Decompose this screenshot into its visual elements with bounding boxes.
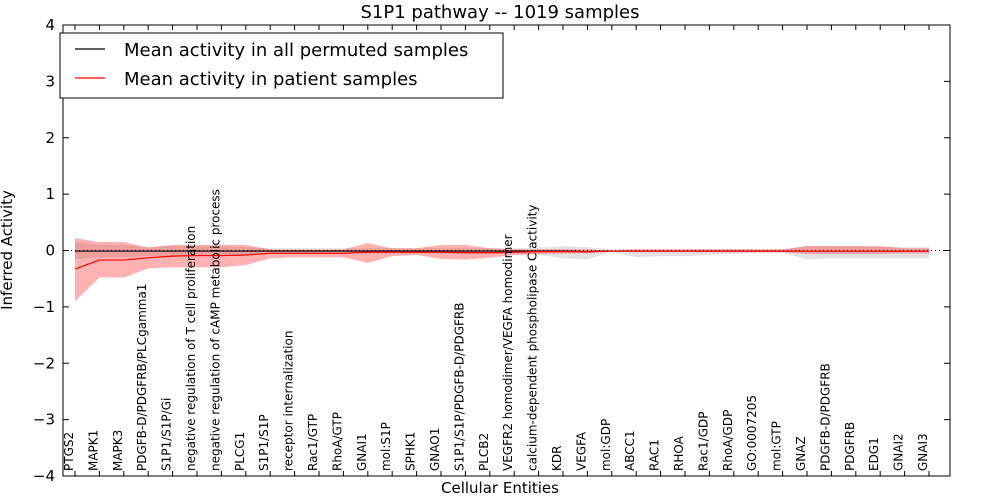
x-tick-label: GNAZ (794, 436, 808, 471)
x-tick-label: VEGFA (574, 431, 588, 471)
x-tick-label: S1P1/S1P/Gi (160, 398, 174, 471)
tick-layer: 4 3 2 1 0 −1 −2 −3 −4 PTGS2 MAPK1 MAPK3 PDGFB-D/PDGF… (33, 16, 950, 485)
x-tick-label: RHOA (672, 435, 686, 471)
x-tick-label: PDGFB-D/PDGFRB/PLCgamma1 (135, 284, 149, 471)
x-tick-label: receptor internalization (282, 331, 296, 471)
x-tick-label: GO:0007205 (745, 395, 759, 471)
legend-label-permuted: Mean activity in all permuted samples (124, 40, 468, 61)
y-axis-label: Inferred Activity (0, 190, 16, 310)
y-tick-label: −1 (33, 298, 55, 316)
x-tick-label: GNAI2 (892, 433, 906, 471)
x-tick-label: EDG1 (867, 437, 881, 471)
x-tick-label: VEGFR2 homodimer/VEGFA homodimer (501, 234, 515, 471)
legend-box (59, 32, 504, 99)
x-tick-label: mol:GDP (599, 419, 613, 471)
y-tick-label: −4 (33, 467, 55, 485)
x-tick-label: calcium-dependent phospholipase C activi… (526, 205, 540, 471)
y-tick-label: 2 (45, 129, 55, 147)
chart-title: S1P1 pathway -- 1019 samples (360, 2, 639, 23)
y-tick-label: 4 (45, 16, 55, 34)
x-tick-label: PLCB2 (477, 433, 491, 471)
x-tick-label: S1P1/S1P/PDGFB-D/PDGFRB (452, 303, 466, 471)
y-tick-label: 3 (45, 72, 55, 90)
x-tick-label: Rac1/GTP (306, 414, 320, 471)
x-tick-label: ABCC1 (623, 430, 637, 471)
x-tick-label: PLCG1 (233, 432, 247, 471)
legend: Mean activity in all permuted samples Me… (59, 32, 504, 99)
x-tick-label: KDR (550, 446, 564, 471)
x-tick-label: SPHK1 (404, 432, 418, 471)
x-tick-label: RhoA/GTP (330, 412, 344, 471)
series-line-patient (74, 250, 929, 270)
x-tick-label: MAPK1 (86, 430, 100, 471)
plot-layer (63, 238, 950, 302)
x-tick-label: negative regulation of cAMP metabolic pr… (208, 189, 222, 471)
x-tick-label: PDGFRB (843, 422, 857, 471)
x-tick-label: GNAO1 (428, 428, 442, 471)
x-tick-label: mol:S1P (379, 422, 393, 471)
y-tick-label: −2 (33, 354, 55, 372)
x-tick-label: Rac1/GDP (696, 412, 710, 471)
x-tick-label: RAC1 (648, 439, 662, 471)
x-axis-label: Cellular Entities (441, 479, 559, 497)
legend-label-patient: Mean activity in patient samples (124, 69, 418, 90)
x-tick-label: mol:GTP (770, 421, 784, 471)
y-tick-label: −3 (33, 411, 55, 429)
x-tick-label: PDGFB-D/PDGFRB (818, 363, 832, 471)
x-tick-label: RhoA/GDP (721, 410, 735, 471)
x-tick-label: negative regulation of T cell proliferat… (184, 226, 198, 471)
x-tick-label: S1P1/S1P (257, 414, 271, 471)
y-tick-label: 0 (45, 242, 55, 260)
x-tick-label: GNAI1 (355, 433, 369, 471)
x-tick-label: GNAI3 (916, 433, 930, 471)
x-tick-label: MAPK3 (111, 430, 125, 471)
x-tick-label: PTGS2 (62, 432, 76, 471)
y-tick-label: 1 (45, 185, 55, 203)
